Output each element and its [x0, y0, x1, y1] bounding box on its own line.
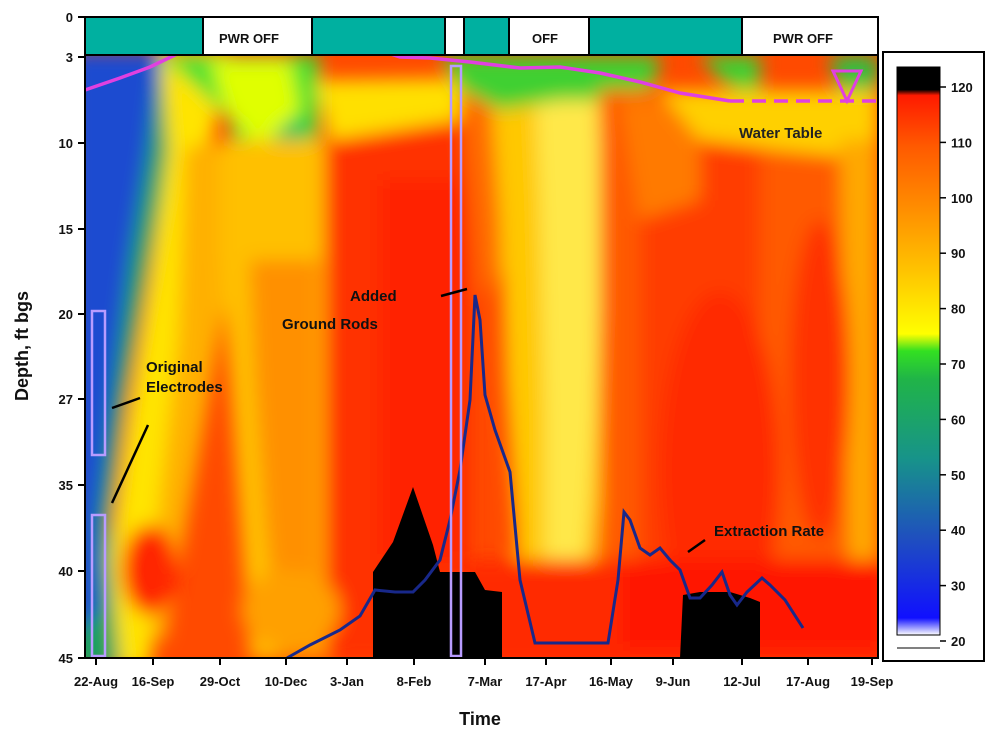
y-tick-label: 3: [66, 50, 73, 65]
x-tick-label: 10-Dec: [265, 674, 308, 689]
x-tick-label: 16-Sep: [132, 674, 175, 689]
x-tick-label: 16-May: [589, 674, 634, 689]
power-label-off-1: PWR OFF: [219, 31, 279, 46]
electrodes-leader-lower: [110, 424, 150, 504]
colorbar-gradient: [896, 66, 941, 636]
x-axis-title: Time: [459, 709, 501, 729]
ground-rods-leader: [440, 287, 468, 298]
x-tick-label: 12-Jul: [723, 674, 761, 689]
x-tick-label: 22-Aug: [74, 674, 118, 689]
x-tick-label: 17-Apr: [525, 674, 566, 689]
y-tick-label: 10: [59, 136, 73, 151]
power-segment-on-1: [86, 18, 203, 54]
colorbar-tick-label: 40: [951, 523, 965, 538]
x-tick-label: 3-Jan: [330, 674, 364, 689]
x-tick-label: 29-Oct: [200, 674, 241, 689]
colorbar-tick-label: 50: [951, 468, 965, 483]
x-tick-label: 7-Mar: [468, 674, 503, 689]
x-tick-label: 9-Jun: [656, 674, 691, 689]
colorbar-tick-label: 110: [951, 135, 972, 150]
power-label-off-2: OFF: [532, 31, 558, 46]
annotation-original-electrodes-l2: Electrodes: [146, 379, 223, 396]
electrodes-leader-upper: [111, 396, 141, 410]
colorbar-tick-label: 100: [951, 191, 973, 206]
colorbar-tick-label: 20: [951, 634, 965, 649]
annotation-original-electrodes: Original Electrodes: [146, 359, 223, 396]
colorbar: 20 30 40 50 60 70 80 90 100 110 120: [882, 51, 985, 662]
original-electrode-lower: [90, 513, 107, 658]
y-tick-label: 40: [59, 564, 73, 579]
y-axis: 0 3 10 15 20 27 35 40 45: [59, 10, 85, 666]
heatmap-field: [85, 55, 878, 658]
plot-frame: [84, 54, 879, 659]
y-axis-title: Depth, ft bgs: [12, 291, 32, 401]
power-segment-on-2: [312, 18, 445, 54]
y-tick-label: 35: [59, 478, 73, 493]
annotation-added-ground-rods: Added Ground Rods: [282, 288, 397, 333]
annotation-water-table: Water Table: [739, 125, 822, 142]
water-table-symbol: [830, 69, 864, 105]
power-segment-on-4: [589, 18, 742, 54]
annotation-added-ground-rods-l2: Ground Rods: [282, 316, 378, 333]
power-status-bar: PWR OFF OFF PWR OFF: [84, 16, 879, 56]
y-tick-label: 27: [59, 392, 73, 407]
annotation-original-electrodes-l1: Original: [146, 359, 203, 376]
colorbar-tick-label: 30: [951, 579, 965, 594]
colorbar-tick-label: 80: [951, 302, 965, 317]
power-label-off-3: PWR OFF: [773, 31, 833, 46]
x-axis: 22-Aug 16-Sep 29-Oct 10-Dec 3-Jan 8-Feb 7-Mar 1…: [74, 658, 893, 689]
colorbar-tick-label: 90: [951, 246, 965, 261]
colorbar-ticks: 20 30 40 50 60 70 80 90 100 110 120: [940, 80, 973, 649]
annotation-extraction-rate: Extraction Rate: [714, 523, 824, 540]
y-tick-label: 15: [59, 222, 73, 237]
y-tick-label: 45: [59, 651, 73, 666]
colorbar-tick-label: 70: [951, 357, 965, 372]
extraction-leader: [687, 538, 706, 554]
y-tick-label: 20: [59, 307, 73, 322]
x-tick-label: 17-Aug: [786, 674, 830, 689]
colorbar-tick-label: 120: [951, 80, 973, 95]
y-tick-label: 0: [66, 10, 73, 25]
extraction-rate-line: [286, 294, 805, 660]
x-tick-label: 19-Sep: [851, 674, 894, 689]
original-electrode-upper: [90, 309, 107, 457]
x-tick-label: 8-Feb: [397, 674, 432, 689]
power-segment-on-3: [464, 18, 509, 54]
extraction-black-areas: [373, 487, 760, 658]
added-ground-rod: [449, 64, 463, 658]
colorbar-tick-label: 60: [951, 412, 965, 427]
annotation-added-ground-rods-l1: Added: [350, 288, 397, 305]
